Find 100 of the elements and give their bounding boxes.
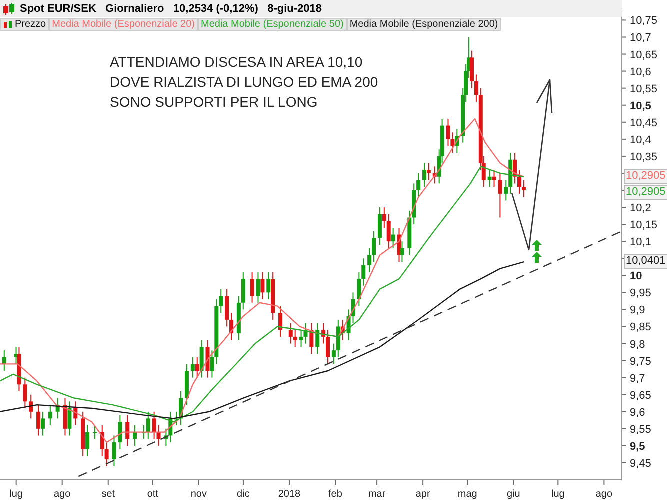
y-tick-label: 10,65 [630, 49, 658, 62]
y-tick-label: 10,1 [630, 236, 652, 249]
candlestick [391, 227, 396, 249]
x-tick-label: lug [551, 489, 565, 500]
candlestick [250, 272, 254, 304]
y-tick-label: 10,7 [630, 32, 652, 44]
x-tick-label: apr [416, 489, 431, 500]
candlestick [260, 272, 265, 300]
candlestick [450, 132, 455, 154]
y-tick-label: 9,5 [630, 440, 646, 453]
candlestick [278, 306, 282, 338]
candlestick [256, 272, 260, 304]
text: Media Mobile (Esponenziale 20) [49, 18, 198, 31]
y-tick-label: 9,85 [630, 322, 652, 334]
candlestick [195, 356, 200, 378]
candlestick [422, 162, 426, 188]
candlestick [316, 322, 320, 354]
candlestick [210, 350, 214, 378]
candlestick [293, 330, 298, 348]
candlestick [474, 74, 478, 102]
x-tick-label: giu [506, 489, 520, 500]
candlestick [498, 172, 502, 218]
y-tick-label: 10,55 [630, 83, 658, 96]
x-tick-label: lug [10, 489, 24, 500]
candlestick [36, 404, 41, 436]
candlestick [29, 394, 34, 420]
y-tick-label: 9,8 [630, 338, 646, 351]
candlestick [86, 425, 90, 457]
candlestick [400, 241, 404, 263]
candlestick [288, 322, 293, 344]
x-tick-label: ago [596, 489, 613, 500]
y-tick-label: 10,75 [630, 15, 658, 28]
text: 10,0401 [624, 254, 667, 270]
x-tick-label: mag [458, 489, 478, 500]
candlestick [40, 411, 45, 436]
candlestick [266, 272, 271, 300]
candlestick [200, 340, 204, 378]
y-tick-label: 9,7 [630, 372, 646, 385]
text: Media Mobile (Esponenziale 200) [346, 18, 502, 31]
candlestick [68, 401, 72, 436]
candlestick [225, 288, 230, 328]
y-tick-label: 10 [630, 270, 642, 283]
annotation: DOVE RIALZISTA DI LUNGO ED EMA 200 [110, 73, 378, 92]
y-tick-label: 9,9 [630, 304, 646, 317]
candlestick [504, 180, 508, 202]
annotation: SONO SUPPORTI PER IL LONG [110, 93, 319, 112]
candlestick [126, 414, 130, 446]
y-tick-label: 9,75 [630, 356, 652, 368]
y-tick-label: 10,2 [630, 202, 652, 215]
candlestick [63, 398, 68, 436]
text: Media Mobile (Esponenziale 50) [198, 18, 347, 31]
candlestick [241, 272, 246, 310]
candlestick [336, 319, 340, 358]
x-tick-label: nov [190, 489, 207, 500]
candlestick [146, 411, 150, 440]
y-tick-label: 10,6 [630, 66, 652, 78]
candlestick [517, 170, 522, 194]
candlestick [362, 258, 366, 286]
x-tick-label: set [102, 489, 116, 500]
candlestick [104, 442, 109, 467]
x-tick-label: dic [237, 489, 250, 500]
candlestick [112, 435, 116, 467]
candlestick [382, 207, 386, 228]
candlestick [118, 414, 122, 450]
candlestick [326, 330, 330, 365]
candlestick [426, 162, 431, 181]
candlestick [492, 170, 496, 188]
x-tick-label: ott [147, 489, 159, 500]
candlestick [48, 404, 52, 426]
x-tick-label: 2018 [278, 489, 302, 500]
text: 10,2905 [624, 168, 667, 184]
y-tick-label: 10,15 [630, 220, 658, 232]
candlestick [386, 214, 391, 249]
x-tick-label: feb [328, 489, 343, 500]
legend-label: Prezzo [0, 18, 50, 31]
candlestick [522, 180, 526, 198]
candlestick [368, 248, 372, 273]
candlestick [446, 118, 450, 147]
candlestick [488, 170, 492, 188]
candlestick [416, 172, 421, 198]
annotation: ATTENDIAMO DISCESA IN AREA 10,10 [110, 53, 364, 72]
candlestick [92, 425, 97, 440]
y-tick-label: 10,4 [630, 134, 652, 146]
candlestick [470, 50, 474, 89]
text: 10,2905 [624, 184, 667, 200]
candlestick [372, 230, 376, 263]
y-tick-label: 10,45 [630, 117, 658, 130]
x-tick-label: ago [54, 489, 72, 500]
candlestick [190, 356, 195, 378]
candlestick [206, 340, 210, 378]
x-tick-label: mar [368, 489, 386, 500]
candlestick [332, 343, 336, 365]
y-tick-label: 9,55 [630, 424, 652, 436]
line-series [0, 118, 525, 444]
candlestick [357, 272, 362, 307]
candlestick [23, 377, 28, 409]
candlestick [378, 207, 382, 246]
y-tick-label: 10,5 [630, 100, 652, 112]
y-tick-label: 10,35 [630, 151, 658, 164]
y-tick-label: 9,65 [630, 390, 652, 402]
